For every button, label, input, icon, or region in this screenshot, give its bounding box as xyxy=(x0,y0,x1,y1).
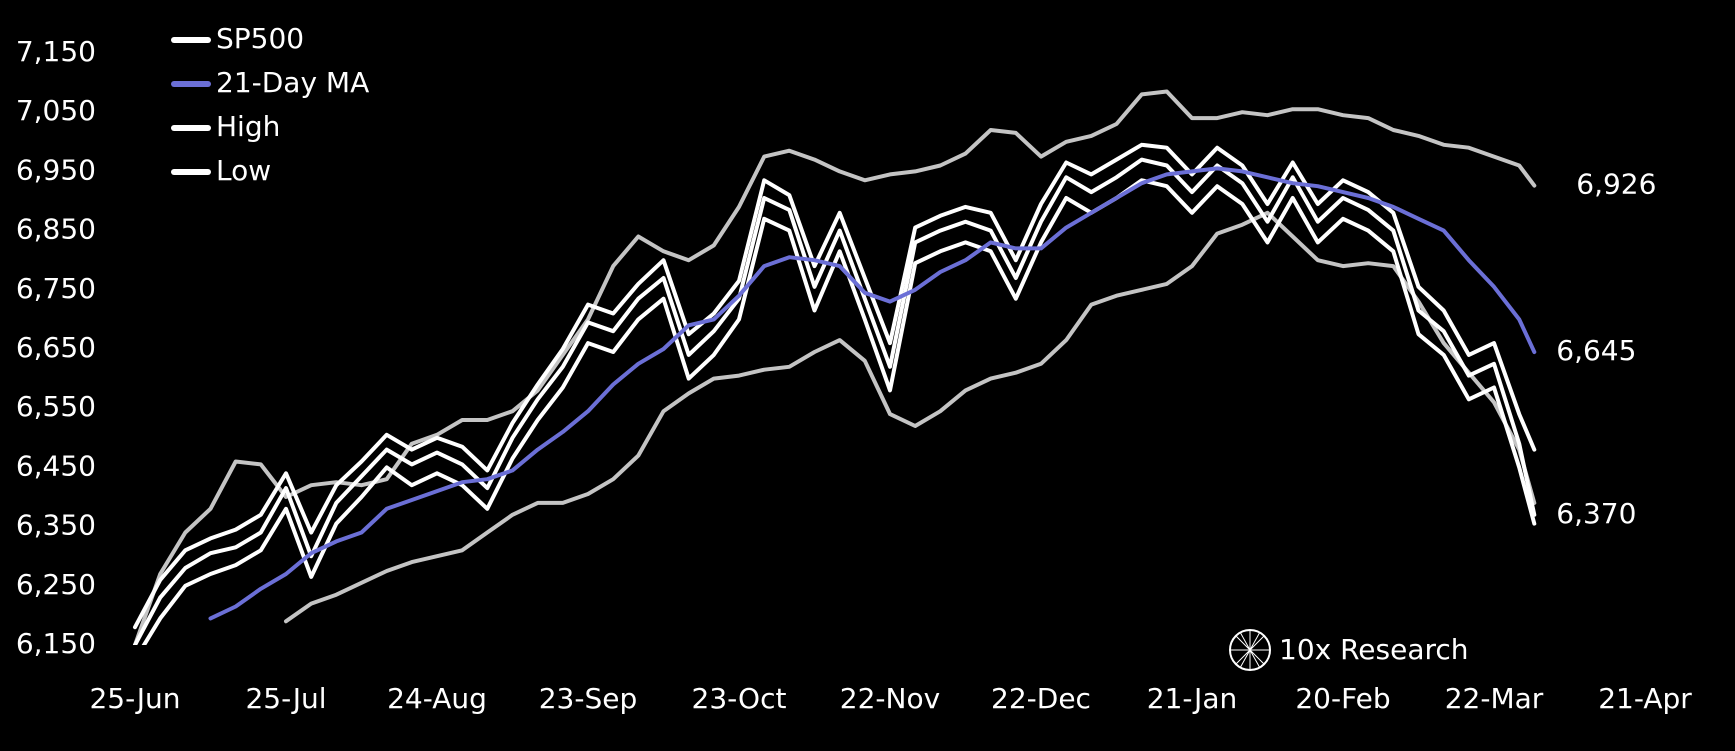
y-tick-label: 6,450 xyxy=(16,449,96,482)
legend-item: SP500 xyxy=(171,22,304,55)
band-line xyxy=(284,210,1537,624)
x-tick-label: 20-Feb xyxy=(1295,682,1390,715)
y-tick-label: 6,550 xyxy=(16,390,96,423)
x-tick-label: 22-Dec xyxy=(991,682,1091,715)
plot-area xyxy=(133,89,1537,645)
watermark: 10x Research xyxy=(1229,629,1469,671)
x-tick-label: 22-Nov xyxy=(840,682,940,715)
legend-item: 21-Day MA xyxy=(171,66,369,99)
x-tick-label: 22-Mar xyxy=(1445,682,1544,715)
x-tick-label: 23-Sep xyxy=(539,682,638,715)
legend-label: Low xyxy=(216,154,271,187)
x-tick-label: 24-Aug xyxy=(387,682,487,715)
watermark-text: 10x Research xyxy=(1279,633,1469,666)
legend-label: SP500 xyxy=(216,22,304,55)
y-tick-label: 6,250 xyxy=(16,568,96,601)
x-tick-label: 21-Jan xyxy=(1147,682,1237,715)
series-line xyxy=(133,142,1537,630)
y-tick-label: 7,150 xyxy=(16,35,96,68)
legend-item: High xyxy=(171,110,280,143)
y-tick-label: 6,950 xyxy=(16,153,96,186)
band-line xyxy=(133,89,1537,645)
y-tick-label: 7,050 xyxy=(16,94,96,127)
y-tick-label: 6,350 xyxy=(16,509,96,542)
series-line xyxy=(133,157,1537,645)
end-label: 6,926 xyxy=(1576,168,1656,201)
series-line xyxy=(141,178,1537,645)
y-tick-label: 6,150 xyxy=(16,627,96,660)
end-label: 6,370 xyxy=(1556,497,1636,530)
legend-label: High xyxy=(216,110,280,143)
watermark-icon-hatch xyxy=(1230,630,1270,670)
y-tick-label: 6,750 xyxy=(16,272,96,305)
end-label: 6,645 xyxy=(1556,334,1636,367)
y-tick-label: 6,650 xyxy=(16,331,96,364)
legend-label: 21-Day MA xyxy=(216,66,369,99)
legend-item: Low xyxy=(171,154,271,187)
x-tick-label: 23-Oct xyxy=(692,682,787,715)
x-tick-label: 21-Apr xyxy=(1598,682,1692,715)
x-tick-label: 25-Jul xyxy=(245,682,326,715)
x-tick-label: 25-Jun xyxy=(89,682,180,715)
y-tick-label: 6,850 xyxy=(16,213,96,246)
series-line xyxy=(208,166,1537,621)
